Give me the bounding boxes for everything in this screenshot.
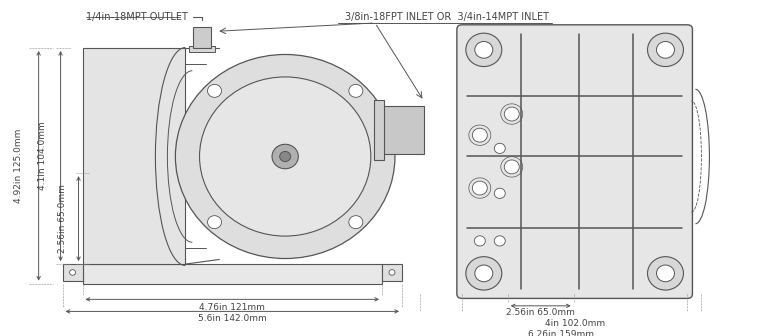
Bar (83, 48, 186, 264)
Circle shape (466, 33, 502, 67)
Bar (382, 264, 402, 281)
Circle shape (466, 257, 502, 290)
Text: 2.56in 65.0mm: 2.56in 65.0mm (507, 308, 575, 317)
Circle shape (208, 216, 222, 229)
Circle shape (272, 144, 299, 169)
Circle shape (472, 128, 487, 142)
Circle shape (656, 42, 675, 58)
Circle shape (349, 84, 363, 97)
Circle shape (494, 188, 505, 199)
Text: 3/8in-18FPT INLET OR  3/4in-14MPT INLET: 3/8in-18FPT INLET OR 3/4in-14MPT INLET (345, 12, 549, 23)
Circle shape (648, 33, 684, 67)
Circle shape (389, 270, 395, 275)
Text: 6.26in 159mm: 6.26in 159mm (528, 330, 594, 336)
Circle shape (176, 54, 395, 258)
Circle shape (656, 265, 675, 282)
Text: 5.6in 142.0mm: 5.6in 142.0mm (198, 314, 267, 323)
Text: 2.56in 65.0mm: 2.56in 65.0mm (58, 184, 67, 253)
Circle shape (475, 265, 493, 282)
Text: 4.76in 121mm: 4.76in 121mm (199, 303, 265, 312)
Text: 4.92in 125.0mm: 4.92in 125.0mm (15, 129, 23, 203)
Bar (193, 27, 212, 48)
Circle shape (70, 270, 76, 275)
Text: 4.1in 104.0mm: 4.1in 104.0mm (38, 122, 47, 191)
Bar (189, 46, 215, 52)
Circle shape (494, 236, 505, 246)
Circle shape (472, 181, 487, 195)
Circle shape (504, 160, 520, 174)
Circle shape (208, 84, 222, 97)
Circle shape (494, 143, 505, 154)
Circle shape (474, 236, 485, 246)
Circle shape (280, 152, 290, 162)
Circle shape (475, 42, 493, 58)
Circle shape (648, 257, 684, 290)
Bar (63, 264, 83, 281)
Bar (83, 264, 382, 284)
Bar (382, 106, 424, 154)
Text: 4in 102.0mm: 4in 102.0mm (545, 319, 605, 328)
FancyBboxPatch shape (457, 25, 692, 298)
Text: 1/4in-18MPT OUTLET: 1/4in-18MPT OUTLET (86, 12, 202, 23)
Bar (374, 100, 384, 160)
Circle shape (199, 77, 371, 236)
Circle shape (504, 107, 520, 121)
Circle shape (349, 216, 363, 229)
